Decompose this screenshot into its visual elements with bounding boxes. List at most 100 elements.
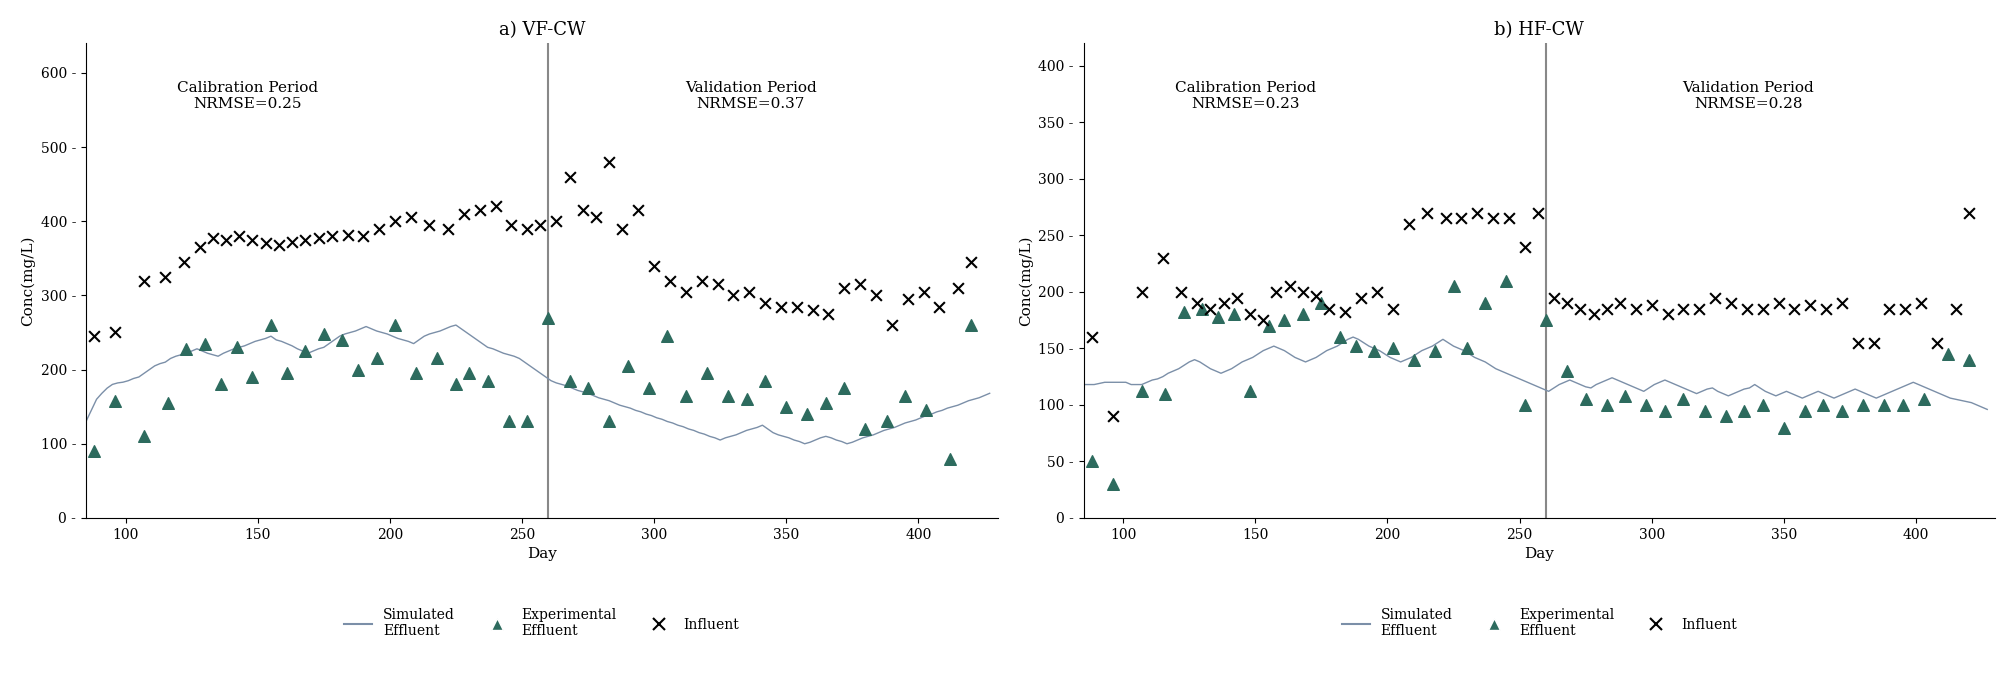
Point <box>1907 394 1939 405</box>
Point <box>1208 298 1240 308</box>
Point <box>718 290 750 301</box>
Point <box>496 220 528 231</box>
Point <box>1843 337 1875 348</box>
Point <box>829 382 861 393</box>
Point <box>454 368 486 379</box>
Point <box>633 382 665 393</box>
Point <box>780 301 812 312</box>
Point <box>1889 303 1921 314</box>
Point <box>812 308 845 319</box>
Point <box>1329 306 1361 317</box>
Point <box>99 327 131 338</box>
Legend: Simulated
Effluent, Experimental
Effluent, Influent: Simulated Effluent, Experimental Effluen… <box>339 603 744 644</box>
Point <box>956 319 988 330</box>
Point <box>99 395 131 406</box>
Point <box>554 375 587 386</box>
Point <box>889 390 921 401</box>
Point <box>1125 286 1157 297</box>
Point <box>198 232 230 243</box>
Point <box>288 346 321 357</box>
Point <box>327 334 359 345</box>
Point <box>1339 340 1371 351</box>
Point <box>1478 213 1510 224</box>
Point <box>1147 252 1179 263</box>
Point <box>1667 303 1699 314</box>
Point <box>183 242 216 253</box>
Point <box>1075 456 1107 467</box>
Point <box>1810 303 1843 314</box>
Point <box>480 201 512 212</box>
Point <box>907 286 939 297</box>
Point <box>1591 399 1623 410</box>
Point <box>1185 303 1218 314</box>
Point <box>1490 275 1522 286</box>
Point <box>308 329 341 340</box>
Point <box>1550 298 1583 308</box>
Point <box>623 205 655 216</box>
Point <box>1377 343 1409 354</box>
Point <box>512 223 544 234</box>
Point <box>1550 365 1583 376</box>
Point <box>431 223 464 234</box>
Y-axis label: Conc(mg/L): Conc(mg/L) <box>20 235 34 326</box>
Point <box>1097 411 1129 422</box>
Point <box>1631 399 1663 410</box>
Point <box>1710 411 1742 422</box>
X-axis label: Day: Day <box>526 547 556 561</box>
Point <box>1921 337 1954 348</box>
Point <box>1075 332 1107 342</box>
Point <box>1202 311 1234 322</box>
Point <box>79 331 111 342</box>
Point <box>1248 315 1280 325</box>
Legend: Simulated
Effluent, Experimental
Effluent, Influent: Simulated Effluent, Experimental Effluen… <box>1337 603 1742 644</box>
Point <box>933 453 966 464</box>
Point <box>379 216 411 226</box>
Point <box>764 301 796 312</box>
Point <box>566 205 599 216</box>
Point <box>149 271 181 282</box>
Point <box>573 382 605 393</box>
Point <box>1437 281 1470 292</box>
Point <box>669 390 702 401</box>
Point <box>1619 303 1651 314</box>
Point <box>1445 213 1478 224</box>
Point <box>1359 345 1391 356</box>
Point <box>861 290 893 301</box>
Point <box>1345 292 1377 303</box>
Point <box>941 283 974 294</box>
Point <box>1286 309 1318 320</box>
Text: Calibration Period
NRMSE=0.25: Calibration Period NRMSE=0.25 <box>177 81 319 111</box>
Point <box>685 275 718 286</box>
Point <box>1746 303 1778 314</box>
Point <box>288 235 321 245</box>
Point <box>206 379 238 390</box>
Point <box>1651 309 1683 320</box>
Point <box>1411 207 1443 218</box>
Point <box>1728 405 1760 416</box>
Point <box>1869 399 1901 410</box>
Point <box>1419 345 1452 356</box>
Point <box>1125 386 1157 397</box>
Point <box>1768 422 1800 433</box>
Point <box>691 368 724 379</box>
Point <box>810 397 843 408</box>
Point <box>1470 298 1502 308</box>
Point <box>1762 298 1794 308</box>
Point <box>399 368 431 379</box>
Point <box>1577 309 1609 320</box>
Point <box>363 223 395 234</box>
Point <box>262 239 294 250</box>
Point <box>829 283 861 294</box>
Point <box>875 319 907 330</box>
Point <box>1605 298 1637 308</box>
Point <box>637 260 669 271</box>
Point <box>1873 303 1905 314</box>
Point <box>1304 298 1337 308</box>
Point <box>236 372 268 382</box>
Point <box>1788 405 1820 416</box>
Point <box>734 286 766 297</box>
Point <box>413 220 446 231</box>
Point <box>845 279 877 290</box>
Point <box>1778 303 1810 314</box>
Point <box>1181 298 1214 308</box>
